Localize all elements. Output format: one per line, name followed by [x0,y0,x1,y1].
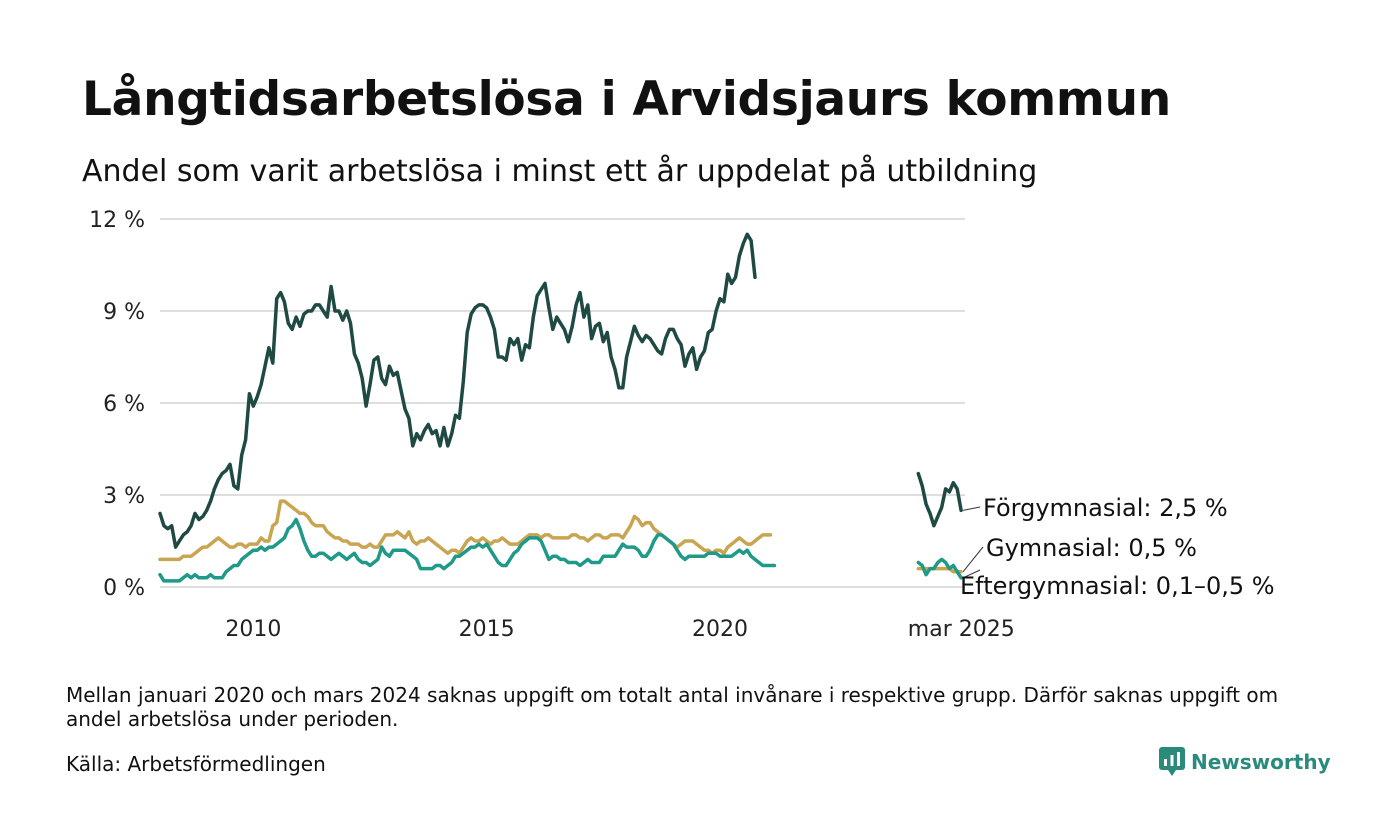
series-line-eftergymnasial [158,517,777,583]
series-line-förgymnasial [158,232,757,549]
newsworthy-logo-icon [1159,747,1185,776]
y-tick-label: 0 % [103,576,145,601]
y-tick-label: 3 % [103,484,145,509]
gridlines [160,218,965,588]
chart-title: Långtidsarbetslösa i Arvidsjaurs kommun [82,72,1171,127]
series-lines [158,232,963,583]
brand-logo: Newsworthy [1159,747,1331,777]
footnote: Mellan januari 2020 och mars 2024 saknas… [66,683,1279,731]
x-tick-label: 2015 [459,617,515,642]
series-line-eftergymnasial [916,557,963,580]
y-tick-label: 6 % [103,392,145,417]
source-note: Källa: Arbetsförmedlingen [66,752,326,776]
series-label-eftergymnasial: Eftergymnasial: 0,1–0,5 % [960,572,1275,600]
x-axis: 2010 2015 2020 mar 2025 [225,617,1014,642]
y-tick-label: 12 % [89,208,145,233]
y-tick-label: 9 % [103,300,145,325]
series-line-förgymnasial [916,471,963,528]
label-connector [962,546,984,572]
series-labels: Förgymnasial: 2,5 % Gymnasial: 0,5 % Efter… [960,494,1275,600]
x-tick-label: 2010 [225,617,281,642]
label-connector [963,506,981,511]
chart-subtitle: Andel som varit arbetslösa i minst ett å… [82,154,1038,189]
x-tick-label: mar 2025 [908,617,1015,642]
series-line-gymnasial [916,566,963,574]
x-tick-label: 2020 [692,617,748,642]
series-label-gymnasial: Gymnasial: 0,5 % [986,534,1197,562]
brand-name: Newsworthy [1191,750,1331,774]
series-label-förgymnasial: Förgymnasial: 2,5 % [983,494,1228,522]
label-connector [962,569,981,579]
y-axis: 0 % 3 % 6 % 9 % 12 % [89,208,145,601]
